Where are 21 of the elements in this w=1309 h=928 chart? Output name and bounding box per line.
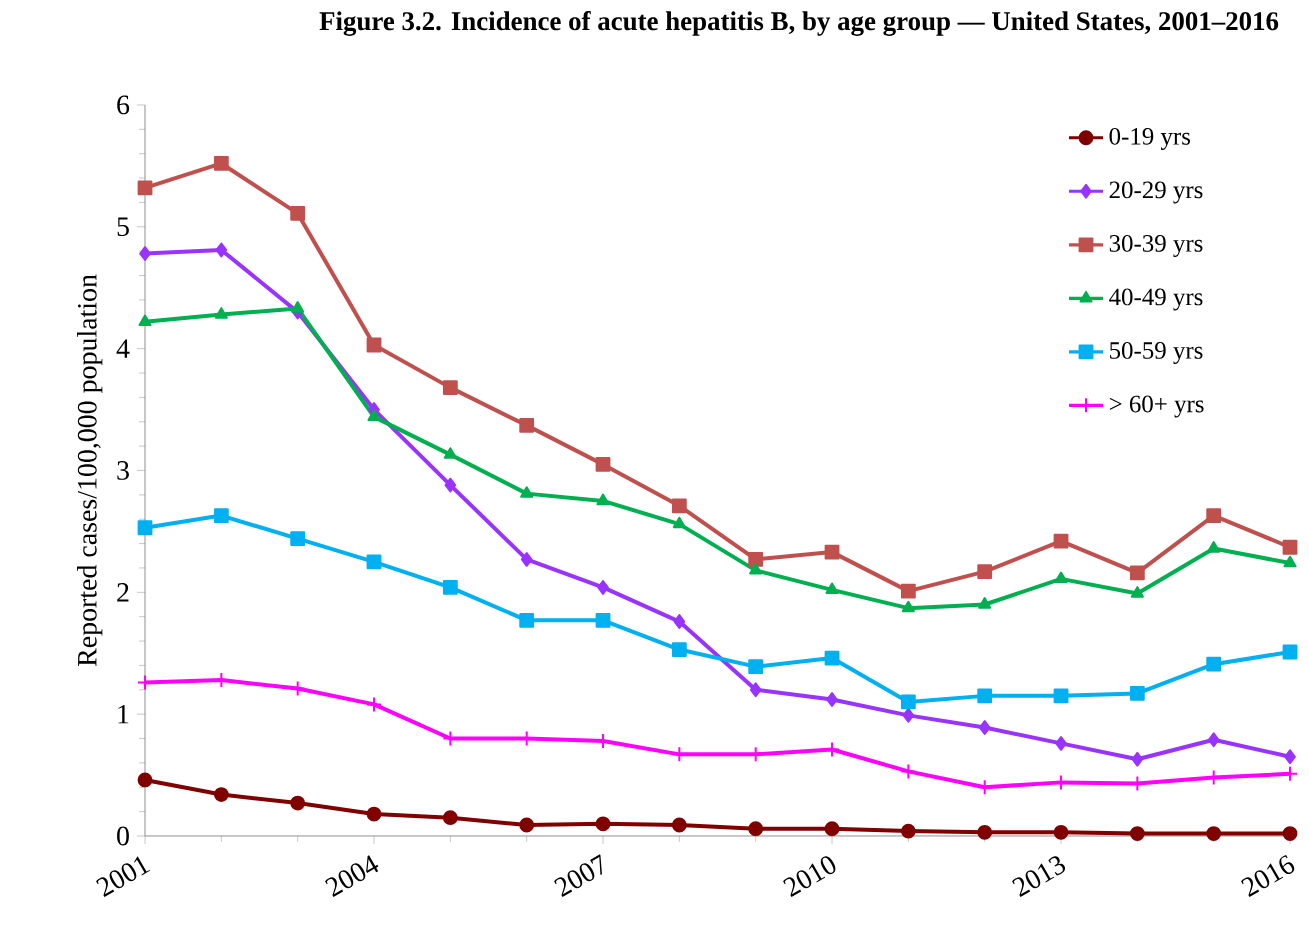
x-tick-label: 2013 [1012,856,1066,897]
y-tick-label: 0 [117,826,129,846]
legend-label: 20-29 yrs [1109,181,1203,204]
y-axis-title: Reported cases/100,000 population [77,274,103,667]
legend-label: 30-39 yrs [1109,235,1203,257]
x-tick-label: 2016 [1241,855,1295,897]
chart-title: Figure 3.2. Incidence of acute hepatitis B, by age group — United States, 2001–2016 [319,11,1279,36]
legend-label: 50-59 yrs [1110,342,1203,364]
y-tick-label: 1 [118,704,129,724]
y-tick-label: 3 [117,461,129,480]
y-tick-label: 6 [117,95,130,115]
y-tick-label: 5 [117,217,129,237]
x-tick-label: 2010 [783,856,836,897]
y-tick-label: 4 [116,339,130,358]
legend-label: 40-49 yrs [1109,288,1203,311]
x-tick-label: 2004 [325,855,379,897]
legend-label: > 60+ yrs [1109,395,1204,418]
x-tick-label: 2001 [96,856,151,897]
y-tick-label: 2 [117,583,129,602]
x-tick-label: 2007 [554,854,602,897]
legend-label: 0-19 yrs [1109,127,1190,150]
